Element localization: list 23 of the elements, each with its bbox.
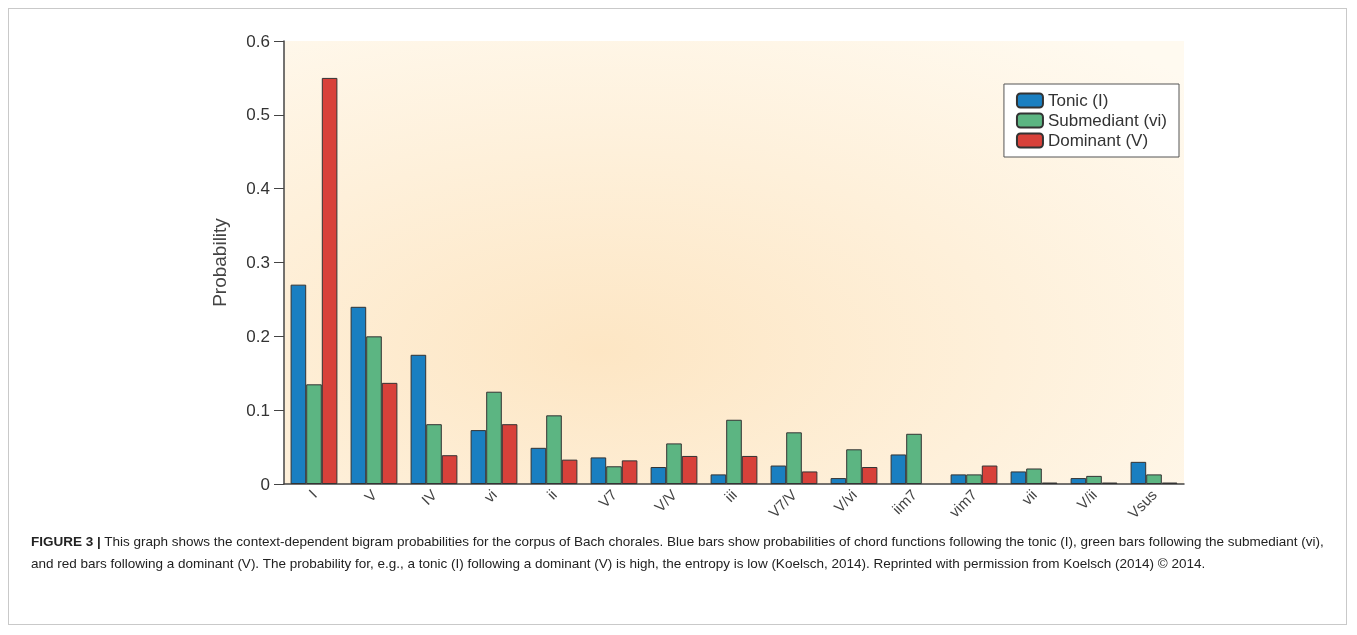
x-tick-label: V/V [650, 485, 681, 516]
x-tick-label: V7 [595, 485, 621, 511]
y-tick-label: 0 [260, 474, 270, 494]
x-tick-label: vi [480, 485, 501, 506]
y-tick-label: 0.2 [246, 326, 270, 346]
x-tick-label: ii [543, 485, 561, 503]
y-tick-label: 0.1 [246, 400, 270, 420]
y-tick-label: 0.3 [246, 253, 270, 272]
y-tick-label: 0.6 [246, 31, 270, 51]
legend-label: Dominant (V) [1047, 131, 1149, 150]
legend-label: Tonic (I) [1047, 91, 1109, 110]
x-tick-label: V/vi [830, 485, 861, 516]
y-tick-label: 0.4 [246, 179, 270, 199]
x-tick-label: iii [720, 485, 741, 506]
x-tick-label: V [360, 485, 381, 506]
y-axis-title: Probability [209, 217, 230, 307]
y-tick-label: 0.5 [246, 105, 270, 125]
x-tick-label: V/ii [1073, 485, 1101, 513]
x-tick-label: IV [417, 485, 441, 509]
x-tick-label: vii [1017, 485, 1041, 509]
x-tick-label: I [305, 485, 321, 501]
legend-label: Submediant (vi) [1047, 111, 1168, 130]
caption: FIGURE 3 | This graph shows the context-dependent bigram probabilities for the corpus of Bach chorales. Blue bars show probabilities of chord functions following the tonic (I), green bars following the submediant (vi), and red bars following a dominant (V). The probability for, e.g., a tonic (I) following a dominant (V) is high, the entropy is low (Koelsch, 2014). Reprinted with permission from Koelsch (2014) © 2014. [31, 533, 1325, 573]
